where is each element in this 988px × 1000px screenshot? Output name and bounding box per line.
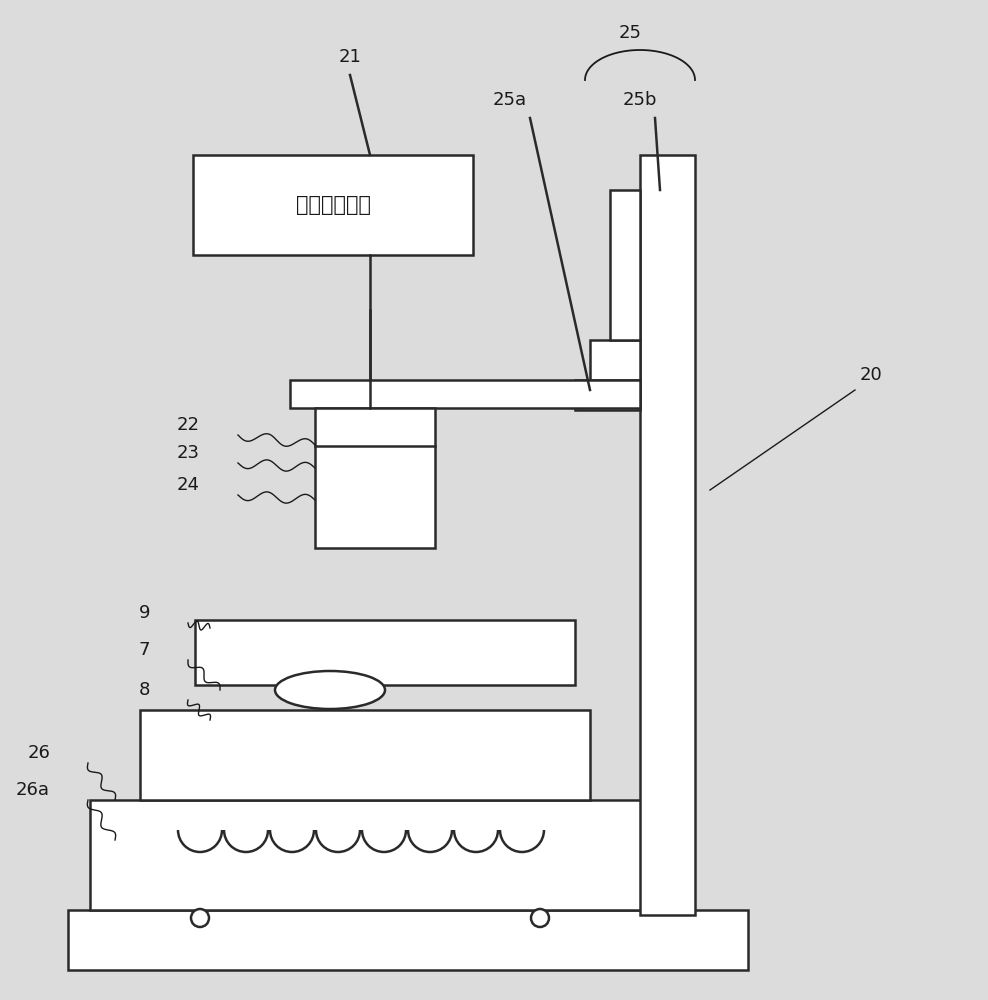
Bar	[575, 380, 640, 410]
Bar	[290, 380, 640, 408]
Bar	[610, 190, 640, 340]
Bar	[193, 155, 473, 255]
Bar	[90, 800, 660, 910]
Bar	[68, 910, 748, 970]
Circle shape	[191, 909, 209, 927]
Text: 25a: 25a	[493, 91, 527, 109]
Bar	[315, 408, 435, 548]
Text: 超声波振荡器: 超声波振荡器	[295, 195, 370, 215]
Text: 26a: 26a	[16, 781, 50, 799]
Bar	[140, 710, 590, 800]
Bar	[640, 155, 695, 915]
Circle shape	[531, 909, 549, 927]
Text: 21: 21	[339, 48, 362, 66]
Text: 20: 20	[860, 366, 882, 384]
Text: 26: 26	[27, 744, 50, 762]
Ellipse shape	[275, 671, 385, 709]
Text: 9: 9	[138, 604, 150, 622]
Text: 25: 25	[618, 24, 641, 42]
Bar	[590, 340, 640, 380]
Text: 22: 22	[177, 416, 200, 434]
Text: 25b: 25b	[622, 91, 657, 109]
Text: 7: 7	[138, 641, 150, 659]
Text: 8: 8	[138, 681, 150, 699]
Text: 23: 23	[177, 444, 200, 462]
Text: 24: 24	[177, 476, 200, 494]
Bar	[195, 620, 575, 685]
